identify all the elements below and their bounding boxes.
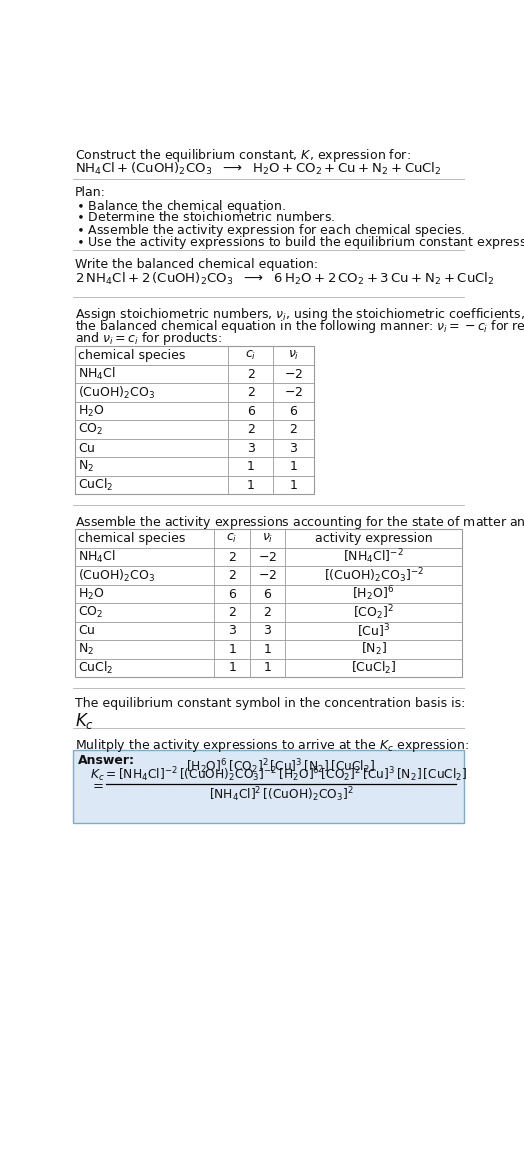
Text: $[\mathrm{H_2O}]^{6}$: $[\mathrm{H_2O}]^{6}$	[353, 585, 395, 604]
Text: the balanced chemical equation in the following manner: $\nu_i = -c_i$ for react: the balanced chemical equation in the fo…	[75, 318, 524, 336]
Text: $[\mathrm{Cu}]^{3}$: $[\mathrm{Cu}]^{3}$	[357, 622, 390, 640]
Text: Assemble the activity expressions accounting for the state of matter and $\nu_i$: Assemble the activity expressions accoun…	[75, 514, 524, 532]
Text: $\bullet$ Balance the chemical equation.: $\bullet$ Balance the chemical equation.	[77, 199, 286, 215]
Text: $\bullet$ Assemble the activity expression for each chemical species.: $\bullet$ Assemble the activity expressi…	[77, 222, 466, 239]
Text: 6: 6	[289, 405, 297, 418]
Text: Plan:: Plan:	[75, 186, 106, 200]
Text: 3: 3	[289, 441, 297, 455]
Text: Answer:: Answer:	[78, 755, 135, 767]
Text: activity expression: activity expression	[315, 532, 432, 545]
Text: $\mathrm{N_2}$: $\mathrm{N_2}$	[78, 642, 94, 657]
Text: 3: 3	[247, 441, 255, 455]
Text: $[\mathrm{N_2}]$: $[\mathrm{N_2}]$	[361, 641, 387, 657]
Text: Mulitply the activity expressions to arrive at the $K_c$ expression:: Mulitply the activity expressions to arr…	[75, 737, 469, 753]
Text: $c_i$: $c_i$	[245, 349, 256, 362]
Text: $\mathrm{CuCl_2}$: $\mathrm{CuCl_2}$	[78, 477, 114, 493]
Text: and $\nu_i = c_i$ for products:: and $\nu_i = c_i$ for products:	[75, 330, 222, 347]
Text: 1: 1	[264, 643, 271, 656]
Text: $[\mathrm{CO_2}]^{2}$: $[\mathrm{CO_2}]^{2}$	[353, 603, 394, 622]
Text: $[\mathrm{NH_4Cl}]^2\,[(\mathrm{CuOH})_2\mathrm{CO_3}]^2$: $[\mathrm{NH_4Cl}]^2\,[(\mathrm{CuOH})_2…	[209, 786, 353, 805]
Bar	[75, 529, 462, 677]
Text: $\mathrm{NH_4Cl}$: $\mathrm{NH_4Cl}$	[78, 549, 116, 565]
Text: 2: 2	[247, 423, 255, 437]
Text: 2: 2	[228, 569, 236, 582]
Text: 1: 1	[264, 662, 271, 675]
Text: $[\mathrm{H_2O}]^6\,[\mathrm{CO_2}]^2\,[\mathrm{Cu}]^3\,[\mathrm{N_2}]\,[\mathrm: $[\mathrm{H_2O}]^6\,[\mathrm{CO_2}]^2\,[…	[187, 758, 376, 777]
Text: 1: 1	[247, 460, 255, 473]
Text: 6: 6	[264, 587, 271, 600]
Text: 2: 2	[247, 387, 255, 399]
Text: $\mathrm{CO_2}$: $\mathrm{CO_2}$	[78, 423, 103, 438]
Text: 2: 2	[264, 606, 271, 619]
Text: 6: 6	[247, 405, 255, 418]
Text: 3: 3	[228, 625, 236, 637]
Text: 1: 1	[289, 460, 297, 473]
Text: $\mathrm{H_2O}$: $\mathrm{H_2O}$	[78, 586, 104, 601]
Text: 2: 2	[228, 550, 236, 563]
Text: $K_c$: $K_c$	[75, 711, 94, 730]
Bar	[75, 346, 313, 495]
Text: $\mathrm{CuCl_2}$: $\mathrm{CuCl_2}$	[78, 659, 114, 676]
Text: $[\mathrm{(CuOH)_2CO_3}]^{-2}$: $[\mathrm{(CuOH)_2CO_3}]^{-2}$	[323, 567, 423, 585]
Text: $\bullet$ Determine the stoichiometric numbers.: $\bullet$ Determine the stoichiometric n…	[77, 210, 335, 224]
Text: $2\,\mathrm{NH_4Cl + 2\,(CuOH)_2CO_3}$  $\longrightarrow$  $6\,\mathrm{H_2O + 2\: $2\,\mathrm{NH_4Cl + 2\,(CuOH)_2CO_3}$ $…	[75, 271, 494, 287]
Text: 2: 2	[289, 423, 297, 437]
Text: 6: 6	[228, 587, 236, 600]
Text: The equilibrium constant symbol in the concentration basis is:: The equilibrium constant symbol in the c…	[75, 698, 465, 711]
Text: 1: 1	[228, 662, 236, 675]
FancyBboxPatch shape	[73, 750, 464, 823]
Text: Write the balanced chemical equation:: Write the balanced chemical equation:	[75, 258, 318, 271]
Text: $\nu_i$: $\nu_i$	[261, 532, 273, 546]
Text: $\mathrm{H_2O}$: $\mathrm{H_2O}$	[78, 404, 104, 419]
Text: $\mathrm{CO_2}$: $\mathrm{CO_2}$	[78, 605, 103, 620]
Text: $\nu_i$: $\nu_i$	[288, 349, 299, 362]
Text: 1: 1	[247, 478, 255, 491]
Text: $[\mathrm{CuCl_2}]$: $[\mathrm{CuCl_2}]$	[351, 659, 396, 676]
Text: $\bullet$ Use the activity expressions to build the equilibrium constant express: $\bullet$ Use the activity expressions t…	[77, 235, 524, 251]
Text: $\mathrm{NH_4Cl + (CuOH)_2CO_3}$  $\longrightarrow$  $\mathrm{H_2O + CO_2 + Cu +: $\mathrm{NH_4Cl + (CuOH)_2CO_3}$ $\longr…	[75, 160, 442, 176]
Text: $\mathrm{(CuOH)_2CO_3}$: $\mathrm{(CuOH)_2CO_3}$	[78, 384, 155, 401]
Text: 2: 2	[247, 368, 255, 381]
Text: 3: 3	[264, 625, 271, 637]
Text: Construct the equilibrium constant, $K$, expression for:: Construct the equilibrium constant, $K$,…	[75, 147, 411, 164]
Text: $=$: $=$	[90, 778, 104, 791]
Text: $\mathrm{Cu}$: $\mathrm{Cu}$	[78, 441, 95, 455]
Text: chemical species: chemical species	[78, 349, 185, 362]
Text: $-2$: $-2$	[284, 387, 303, 399]
Text: $K_c = [\mathrm{NH_4Cl}]^{-2}\,[(\mathrm{CuOH})_2\mathrm{CO_3}]^{-2}\,[\mathrm{H: $K_c = [\mathrm{NH_4Cl}]^{-2}\,[(\mathrm…	[90, 766, 468, 785]
Text: 1: 1	[228, 643, 236, 656]
Text: $\mathrm{N_2}$: $\mathrm{N_2}$	[78, 459, 94, 474]
Text: $\mathrm{Cu}$: $\mathrm{Cu}$	[78, 625, 95, 637]
Text: $[\mathrm{NH_4Cl}]^{-2}$: $[\mathrm{NH_4Cl}]^{-2}$	[343, 548, 404, 567]
Text: $\mathrm{NH_4Cl}$: $\mathrm{NH_4Cl}$	[78, 366, 116, 382]
Text: 2: 2	[228, 606, 236, 619]
Text: $-2$: $-2$	[258, 569, 277, 582]
Text: chemical species: chemical species	[78, 532, 185, 545]
Text: 1: 1	[289, 478, 297, 491]
Text: $c_i$: $c_i$	[226, 532, 238, 546]
Text: $-2$: $-2$	[258, 550, 277, 563]
Text: $\mathrm{(CuOH)_2CO_3}$: $\mathrm{(CuOH)_2CO_3}$	[78, 568, 155, 584]
Text: $-2$: $-2$	[284, 368, 303, 381]
Text: Assign stoichiometric numbers, $\nu_i$, using the stoichiometric coefficients, $: Assign stoichiometric numbers, $\nu_i$, …	[75, 307, 524, 323]
